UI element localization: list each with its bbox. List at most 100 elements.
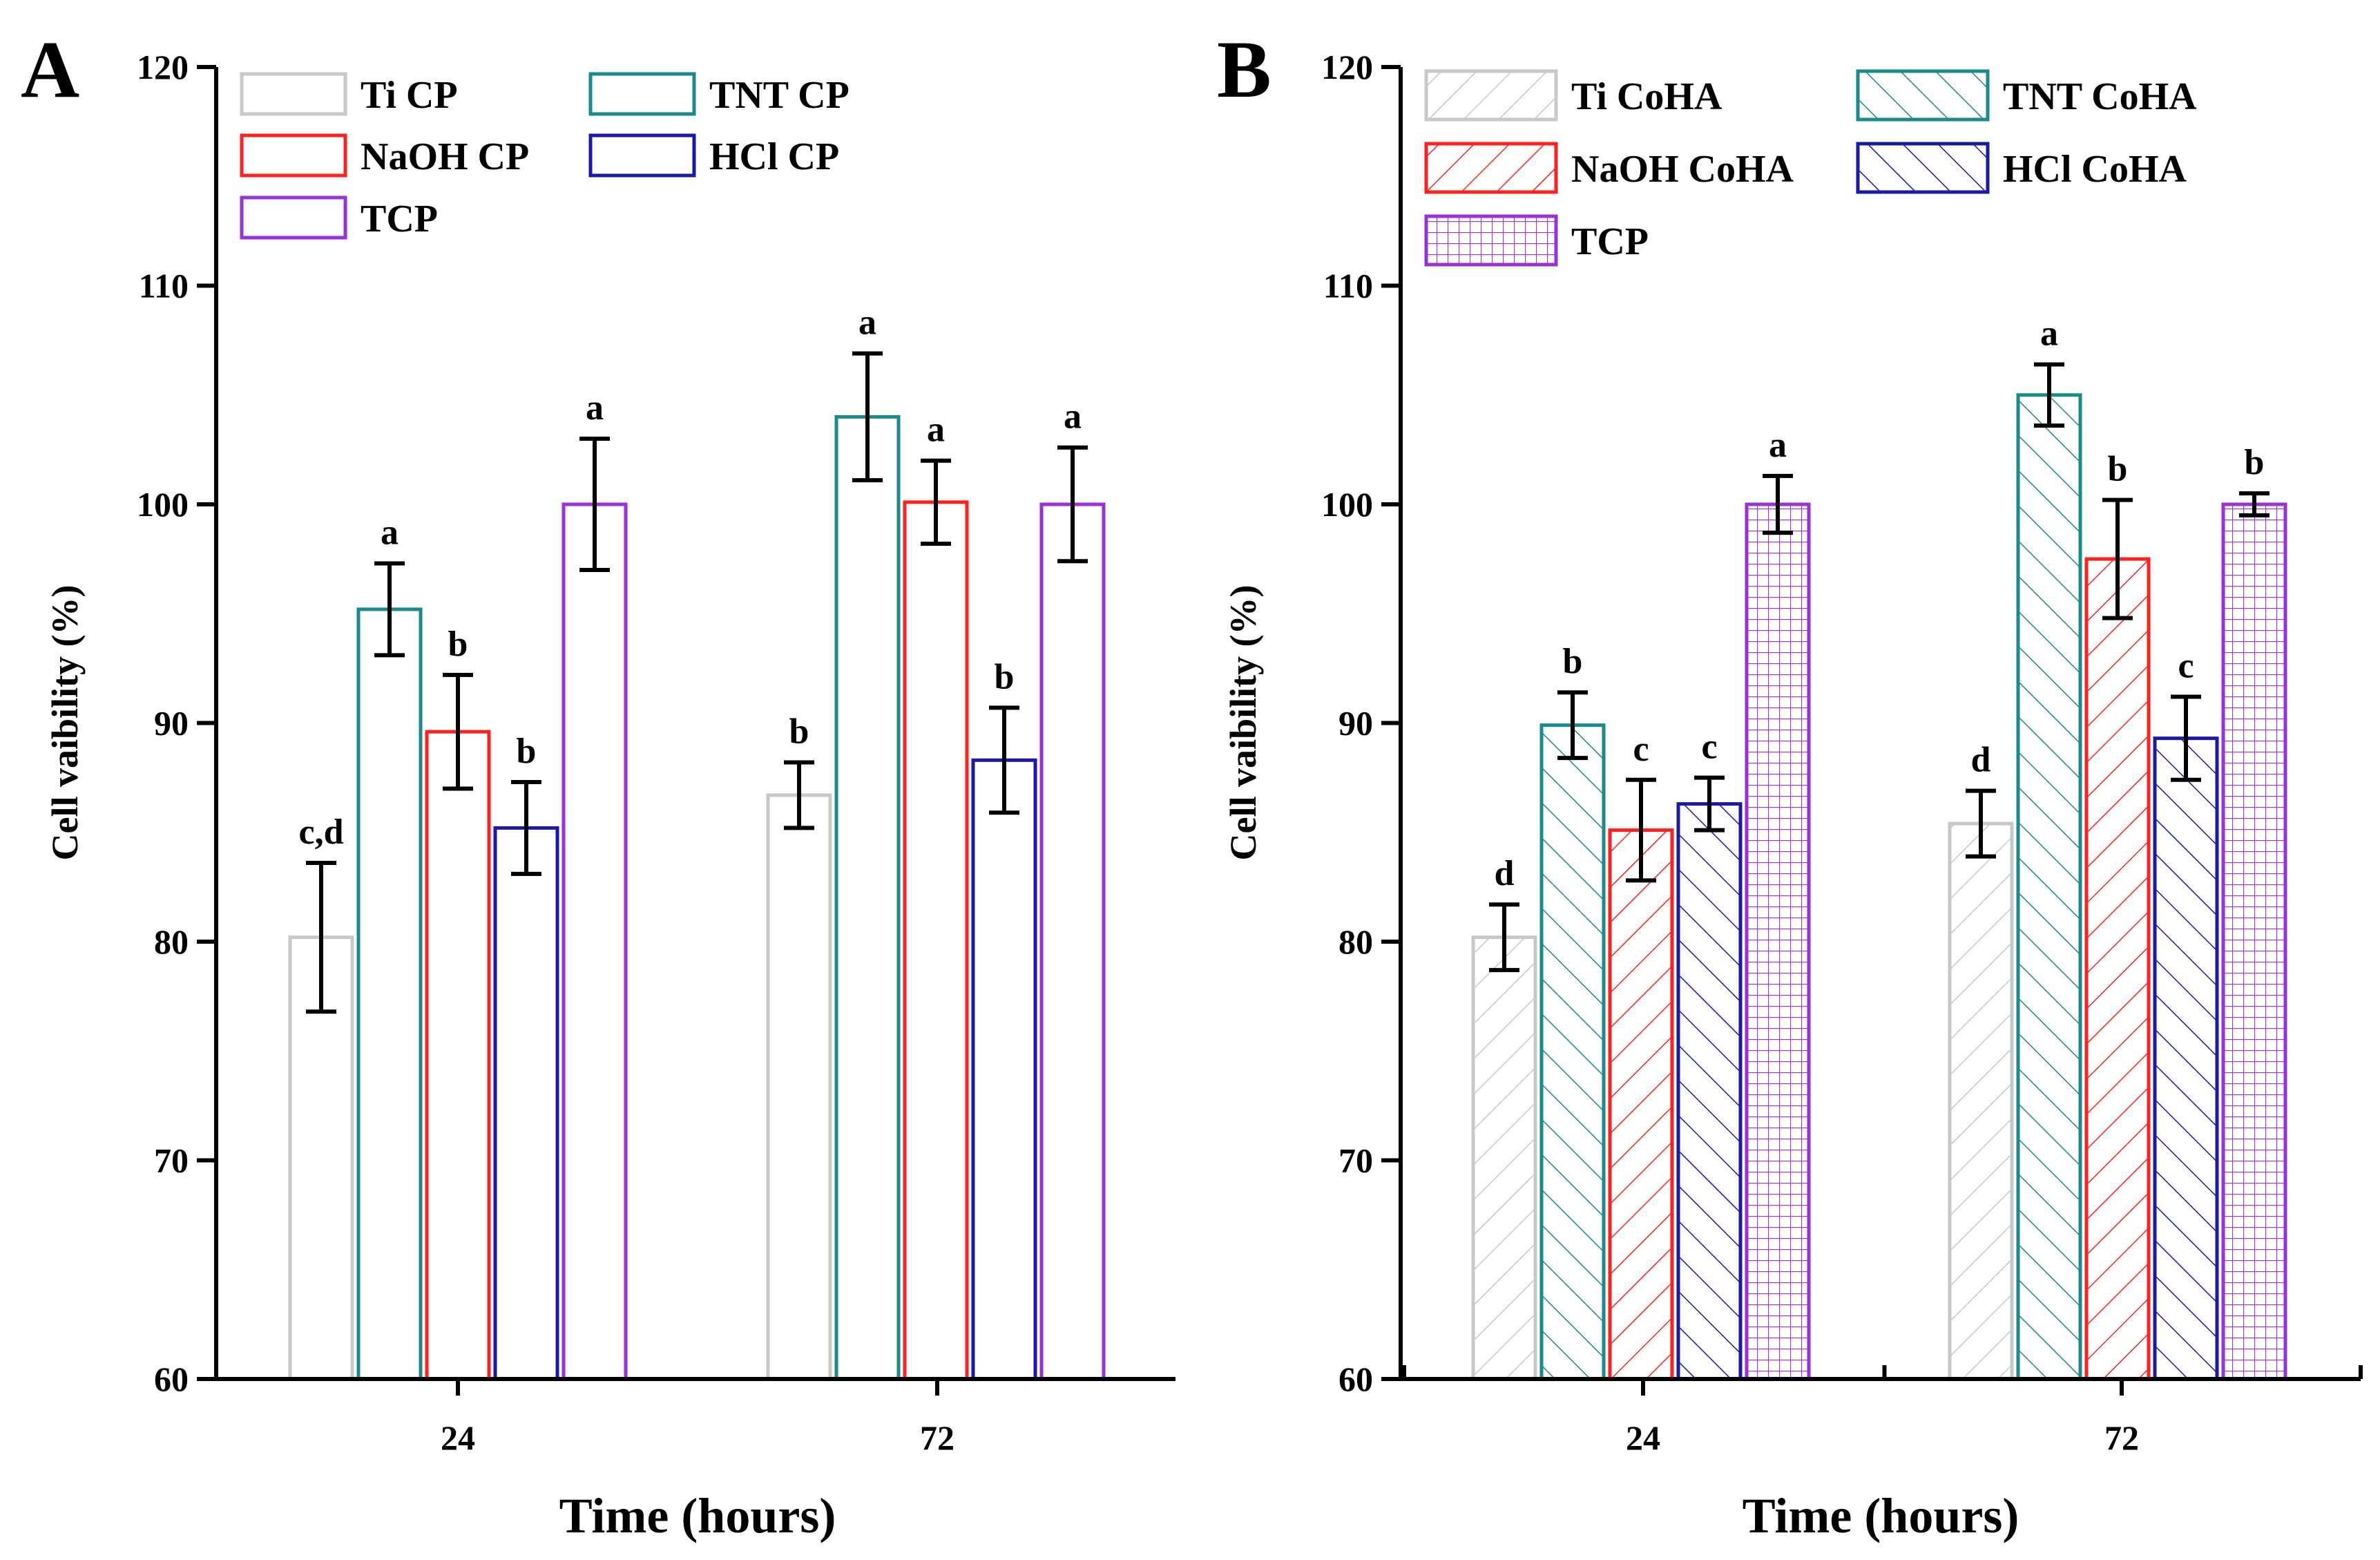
panel-b-sig-letter: a: [1769, 426, 1787, 465]
panel-b-bar-ti-coha-24: [1471, 935, 1537, 1381]
panel-a-sig-letter: a: [1064, 397, 1082, 437]
panel-b-y-axis-title: Cell vaibility (%): [1222, 585, 1264, 861]
panel-b-bar-ti-coha-72: [1948, 821, 2014, 1381]
panel-b-legend-item-naoh-coha: NaOH CoHA: [1424, 142, 1794, 194]
panel-b-legend-label: TCP: [1571, 220, 1649, 263]
panel-b-sig-letter: c: [1633, 730, 1649, 769]
panel-b-y-tick-label: 90: [1338, 704, 1373, 743]
panel-b-y-tick-label: 110: [1323, 267, 1373, 305]
panel-a-sig-letter: a: [381, 513, 399, 552]
panel-a-bar-naoh-cp-24: [425, 730, 491, 1381]
panel-a-sig-letter: a: [858, 303, 876, 343]
panel-a-chart: c,d b a a b a b b a a 60 70 80 90 100 110 120 24 72 Time (h…: [44, 48, 1175, 1543]
panel-b-errorbar-tcp-24: [1763, 473, 1793, 535]
panel-a-bar-ti-cp-72: [766, 793, 832, 1381]
panel-b-bar-naoh-coha-72: [2084, 557, 2151, 1381]
panel-a-legend-swatch: [240, 133, 347, 178]
panel-a-legend-swatch: [588, 72, 696, 116]
panel-a-x-tick-label: 72: [920, 1418, 954, 1457]
panel-b-legend-label: Ti CoHA: [1571, 75, 1722, 118]
panel-b-bar-naoh-coha-24: [1608, 828, 1674, 1381]
panel-a-sig-letter: a: [586, 388, 604, 428]
panel-a-y-tick-label: 70: [154, 1141, 189, 1180]
panel-a-legend-item-naoh-cp: NaOH CP: [240, 133, 529, 178]
panel-b-errorbar-naoh-coha-72: [2102, 497, 2133, 620]
panel-b-bar-tcp-24: [1745, 502, 1811, 1381]
panel-b-sig-letter: b: [1563, 642, 1583, 681]
panel-a-y-tick-label: 100: [137, 485, 189, 524]
panel-b-errorbar-ti-coha-24: [1489, 902, 1519, 973]
panel-b-x-tick-label: 72: [2104, 1418, 2139, 1457]
panel-b-errorbar-naoh-coha-24: [1626, 777, 1656, 883]
panel-b-bar-tnt-coha-72: [2016, 393, 2082, 1381]
panel-a-y-tick-label: 110: [139, 267, 189, 305]
panel-b-y-tick-label: 80: [1338, 922, 1373, 961]
panel-b-errorbar-ti-coha-72: [1966, 788, 1996, 859]
panel-a-x-axis-title: Time (hours): [559, 1488, 836, 1543]
panel-b-legend-item-ti-coha: Ti CoHA: [1424, 69, 1722, 122]
panel-b-bar-hcl-coha-24: [1676, 802, 1743, 1381]
panel-b-y-tick-label: 60: [1338, 1360, 1373, 1398]
panel-a-legend-label: TCP: [361, 198, 438, 240]
panel-a-legend-label: TNT CP: [709, 74, 850, 117]
panel-b-sig-letter: b: [2108, 450, 2128, 489]
panel-a-y-tick-label: 120: [137, 48, 189, 86]
panel-b-legend-item-hcl-coha: HCl CoHA: [1856, 142, 2187, 194]
panel-a-y-tick-label: 60: [154, 1360, 189, 1398]
panel-a-bar-naoh-cp-72: [903, 500, 969, 1381]
panel-a-legend-label: Ti CP: [361, 74, 458, 117]
panel-a-errorbar-naoh-cp-24: [443, 672, 473, 791]
panel-a-sig-letter: a: [927, 410, 945, 450]
panel-b-chart: d d b a c b c c a b 60 70 80 90 100 110 120 24 72 Time (hou…: [1222, 48, 2363, 1543]
panel-b-y-tick-label: 100: [1321, 485, 1373, 524]
panel-a-x-tick-label: 24: [441, 1418, 475, 1457]
panel-a-legend-item-hcl-cp: HCl CP: [588, 133, 839, 178]
panel-a-bar-tcp-24: [562, 502, 628, 1381]
panel-b-x-tick-label: 24: [1626, 1418, 1660, 1457]
panel-a-sig-letter: b: [995, 657, 1015, 696]
panel-b-y-tick-label: 70: [1338, 1141, 1373, 1180]
panel-b-legend-label: NaOH CoHA: [1571, 148, 1794, 191]
panel-b-legend-swatch: [1856, 69, 1990, 122]
panel-a-legend-swatch: [588, 133, 696, 178]
panel-a-legend-item-ti-cp: Ti CP: [240, 72, 458, 117]
panel-a-bar-tnt-cp-72: [834, 415, 901, 1381]
panel-b-legend-label: TNT CoHA: [2003, 75, 2197, 118]
panel-b-legend-item-tcp: TCP: [1424, 214, 1649, 267]
panel-a-y-tick-label: 90: [154, 704, 189, 743]
panel-a-legend-item-tnt-cp: TNT CP: [588, 72, 850, 117]
panel-b-sig-letter: d: [1971, 741, 1991, 780]
panel-a-bar-hcl-cp-24: [493, 826, 559, 1381]
panel-b-legend-item-tnt-coha: TNT CoHA: [1856, 69, 2197, 122]
panel-a-legend-label: NaOH CP: [361, 135, 529, 178]
panel-a-legend-swatch: [240, 72, 347, 116]
panel-a-y-tick-label: 80: [154, 922, 189, 961]
panel-b-x-axis-title: Time (hours): [1743, 1488, 2019, 1543]
panel-a-errorbar-tnt-cp-72: [852, 351, 883, 483]
panel-b-legend-swatch: [1856, 142, 1990, 194]
panel-b-sig-letter: c: [2178, 647, 2194, 686]
panel-a-y-axis-title: Cell vaibility (%): [44, 585, 86, 861]
panel-b-bar-hcl-coha-72: [2153, 736, 2219, 1381]
panel-a-errorbar-tcp-72: [1057, 445, 1088, 564]
panel-b-legend-swatch: [1424, 142, 1558, 194]
panel-b-legend-swatch: [1424, 69, 1558, 122]
panel-b-bar-tnt-coha-24: [1539, 723, 1606, 1381]
panel-a-errorbar-tnt-cp-24: [374, 561, 405, 658]
panel-a-sig-letter: b: [517, 732, 537, 771]
panel-b-sig-letter: c: [1701, 727, 1717, 767]
panel-b-errorbar-tnt-coha-72: [2034, 362, 2064, 428]
panel-b-y-tick-label: 120: [1321, 48, 1373, 86]
panel-b-errorbar-hcl-coha-72: [2171, 694, 2201, 782]
panel-a-bar-tcp-72: [1039, 502, 1106, 1381]
panel-b-sig-letter: b: [2245, 443, 2265, 482]
panel-b-sig-letter: d: [1495, 854, 1515, 893]
panel-b-letter: B: [1217, 24, 1271, 115]
panel-a-letter: A: [21, 24, 79, 115]
panel-a-legend-item-tcp: TCP: [240, 196, 438, 240]
panel-a-errorbar-hcl-cp-72: [989, 705, 1019, 815]
panel-b-errorbar-hcl-coha-24: [1694, 775, 1725, 833]
panel-b-legend-label: HCl CoHA: [2003, 148, 2187, 191]
panel-a-bar-hcl-cp-72: [971, 758, 1037, 1381]
panel-a-bar-tnt-cp-24: [356, 607, 423, 1381]
